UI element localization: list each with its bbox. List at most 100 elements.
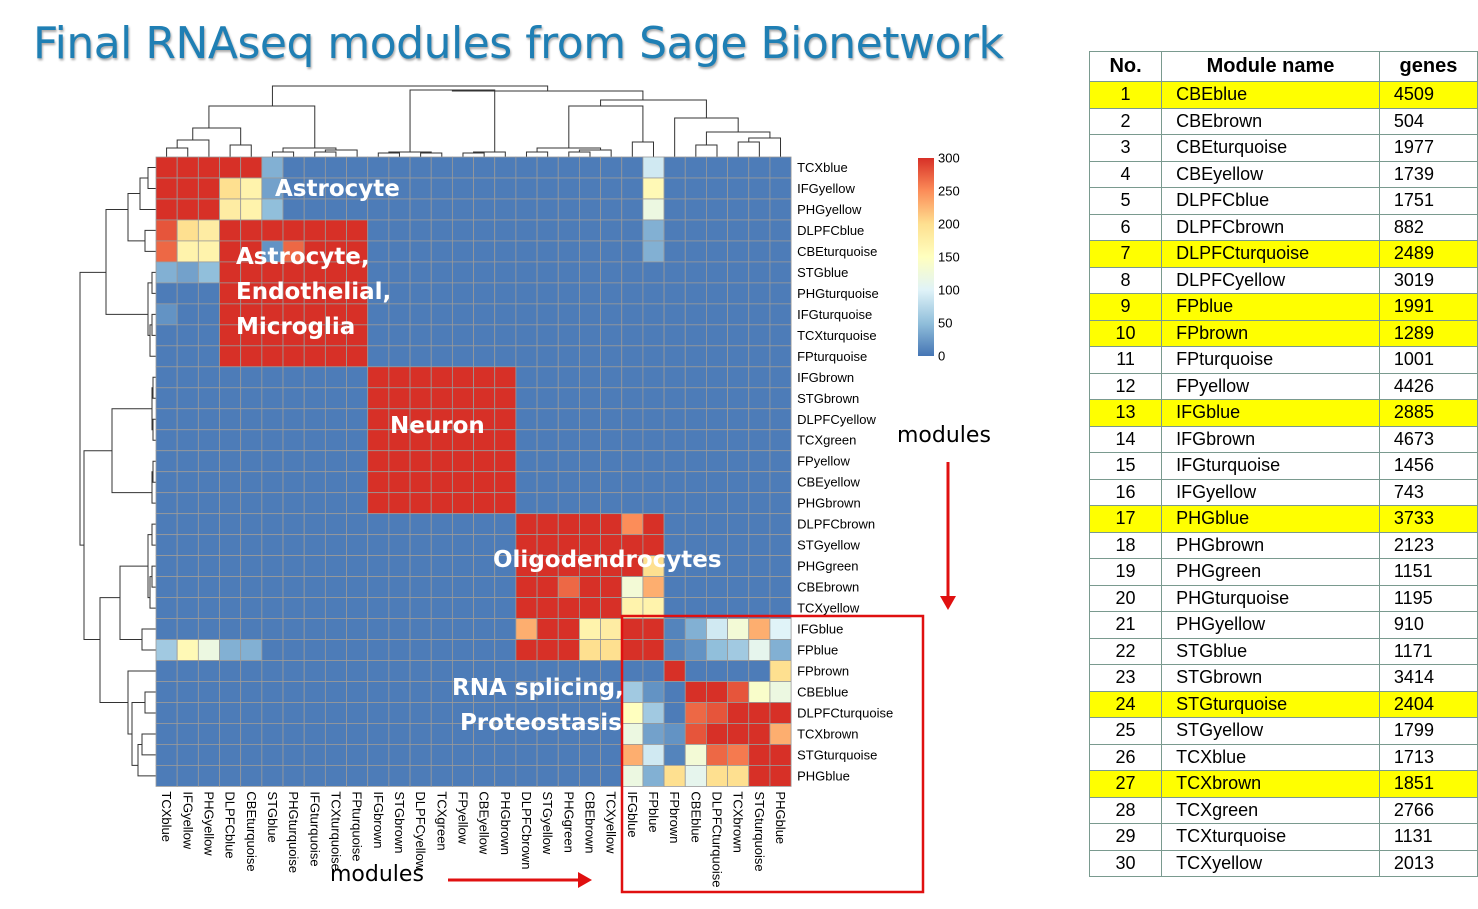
heatmap-cell bbox=[557, 198, 580, 221]
heatmap-cell bbox=[409, 618, 432, 640]
heatmap-cell bbox=[579, 177, 601, 200]
heatmap-cell bbox=[557, 450, 580, 473]
dendrogram-branch bbox=[111, 408, 152, 494]
cell-genes: 3414 bbox=[1378, 664, 1478, 692]
heatmap-cell bbox=[706, 492, 728, 515]
column-label: TCXgreen bbox=[434, 791, 449, 850]
dendrogram-branch bbox=[151, 471, 156, 504]
dendrogram-branch bbox=[578, 149, 612, 157]
heatmap-cell bbox=[663, 576, 686, 598]
heatmap-cell bbox=[261, 765, 284, 787]
colorbar-tick-label: 200 bbox=[938, 217, 960, 232]
heatmap-cell bbox=[600, 597, 623, 619]
heatmap-cell bbox=[663, 303, 686, 326]
heatmap-cell bbox=[451, 618, 474, 640]
heatmap-cell bbox=[197, 366, 220, 389]
heatmap-cell bbox=[409, 765, 432, 787]
heatmap-cell bbox=[282, 450, 305, 473]
heatmap-cell bbox=[684, 261, 707, 284]
heatmap-cell bbox=[748, 345, 771, 368]
cell-genes: 1739 bbox=[1378, 160, 1478, 188]
heatmap-cell bbox=[621, 765, 644, 787]
heatmap-cell bbox=[727, 345, 750, 368]
heatmap-cell bbox=[557, 219, 580, 242]
heatmap-cell bbox=[303, 639, 326, 661]
heatmap-cell bbox=[536, 492, 559, 515]
heatmap-cell bbox=[642, 324, 665, 347]
heatmap-cell bbox=[621, 618, 644, 640]
heatmap-cell bbox=[642, 702, 665, 724]
heatmap-cell bbox=[451, 576, 474, 598]
heatmap-cell bbox=[303, 702, 326, 724]
table-row: 25 STGyellow 1799 bbox=[1088, 717, 1478, 745]
heatmap-cell bbox=[706, 282, 728, 305]
heatmap-cell bbox=[706, 471, 728, 494]
heatmap-cell bbox=[176, 303, 199, 326]
heatmap-cell bbox=[600, 576, 623, 598]
heatmap-cell bbox=[579, 765, 601, 787]
heatmap-cell bbox=[473, 156, 496, 179]
cell-module-name: TCXblue bbox=[1161, 743, 1380, 771]
heatmap-cell bbox=[748, 387, 771, 410]
heatmap-cell bbox=[536, 324, 559, 347]
heatmap-cell bbox=[430, 618, 453, 640]
heatmap-cell bbox=[430, 198, 453, 221]
table-row: 7 DLPFCturquoise 2489 bbox=[1088, 240, 1478, 268]
heatmap-cell bbox=[409, 576, 432, 598]
cell-module-name: PHGgreen bbox=[1161, 558, 1380, 586]
heatmap-cell bbox=[748, 408, 771, 431]
heatmap-cell bbox=[769, 387, 792, 410]
heatmap-cell bbox=[557, 345, 580, 368]
heatmap-cell bbox=[155, 261, 178, 284]
heatmap-cell bbox=[240, 744, 263, 766]
heatmap-cell bbox=[367, 639, 390, 661]
heatmap-cell bbox=[409, 534, 432, 557]
heatmap-cell bbox=[388, 723, 411, 745]
heatmap-cell bbox=[282, 534, 305, 557]
heatmap-cell bbox=[451, 471, 474, 494]
heatmap-cell bbox=[155, 429, 178, 452]
heatmap-cell bbox=[494, 156, 517, 179]
heatmap-cell bbox=[663, 198, 686, 221]
heatmap-cell bbox=[706, 345, 728, 368]
heatmap-cell bbox=[769, 576, 792, 598]
heatmap-cell bbox=[388, 450, 411, 473]
heatmap-cell bbox=[197, 681, 220, 703]
column-label: IFGturquoise bbox=[307, 791, 322, 866]
table-row: 2 CBEbrown 504 bbox=[1088, 107, 1478, 135]
heatmap-cell bbox=[430, 261, 453, 284]
heatmap-cell bbox=[684, 471, 707, 494]
heatmap-cell bbox=[219, 660, 242, 682]
heatmap-cell bbox=[600, 408, 623, 431]
heatmap-cell bbox=[430, 240, 453, 263]
heatmap-cell bbox=[197, 345, 220, 368]
heatmap-cell bbox=[303, 576, 326, 598]
heatmap-cell bbox=[155, 702, 178, 724]
heatmap-cell bbox=[536, 618, 559, 640]
heatmap-cell bbox=[303, 345, 326, 368]
heatmap-cell bbox=[261, 492, 284, 515]
heatmap-cell bbox=[409, 366, 432, 389]
heatmap-cell bbox=[515, 429, 538, 452]
heatmap-cell bbox=[197, 492, 220, 515]
heatmap-cell bbox=[282, 471, 305, 494]
table-header-row: No. Module name genes bbox=[1088, 51, 1478, 82]
heatmap-cell bbox=[240, 576, 263, 598]
heatmap-cell bbox=[706, 303, 728, 326]
heatmap-cell bbox=[240, 198, 263, 221]
column-label: FPblue bbox=[646, 791, 661, 832]
heatmap-cell bbox=[176, 387, 199, 410]
heatmap-cell bbox=[219, 723, 242, 745]
row-label: PHGturquoise bbox=[797, 286, 879, 301]
heatmap-cell bbox=[324, 597, 347, 619]
heatmap-cell bbox=[219, 618, 242, 640]
heatmap-cell bbox=[536, 198, 559, 221]
heatmap-cell bbox=[557, 408, 580, 431]
heatmap-cell bbox=[346, 387, 369, 410]
dendrogram-branch bbox=[314, 151, 337, 157]
cell-module-name: TCXgreen bbox=[1161, 796, 1380, 824]
heatmap-cell bbox=[706, 660, 728, 682]
heatmap-cell bbox=[197, 282, 220, 305]
dendrogram-branch bbox=[79, 271, 106, 546]
heatmap-cell bbox=[769, 156, 792, 179]
